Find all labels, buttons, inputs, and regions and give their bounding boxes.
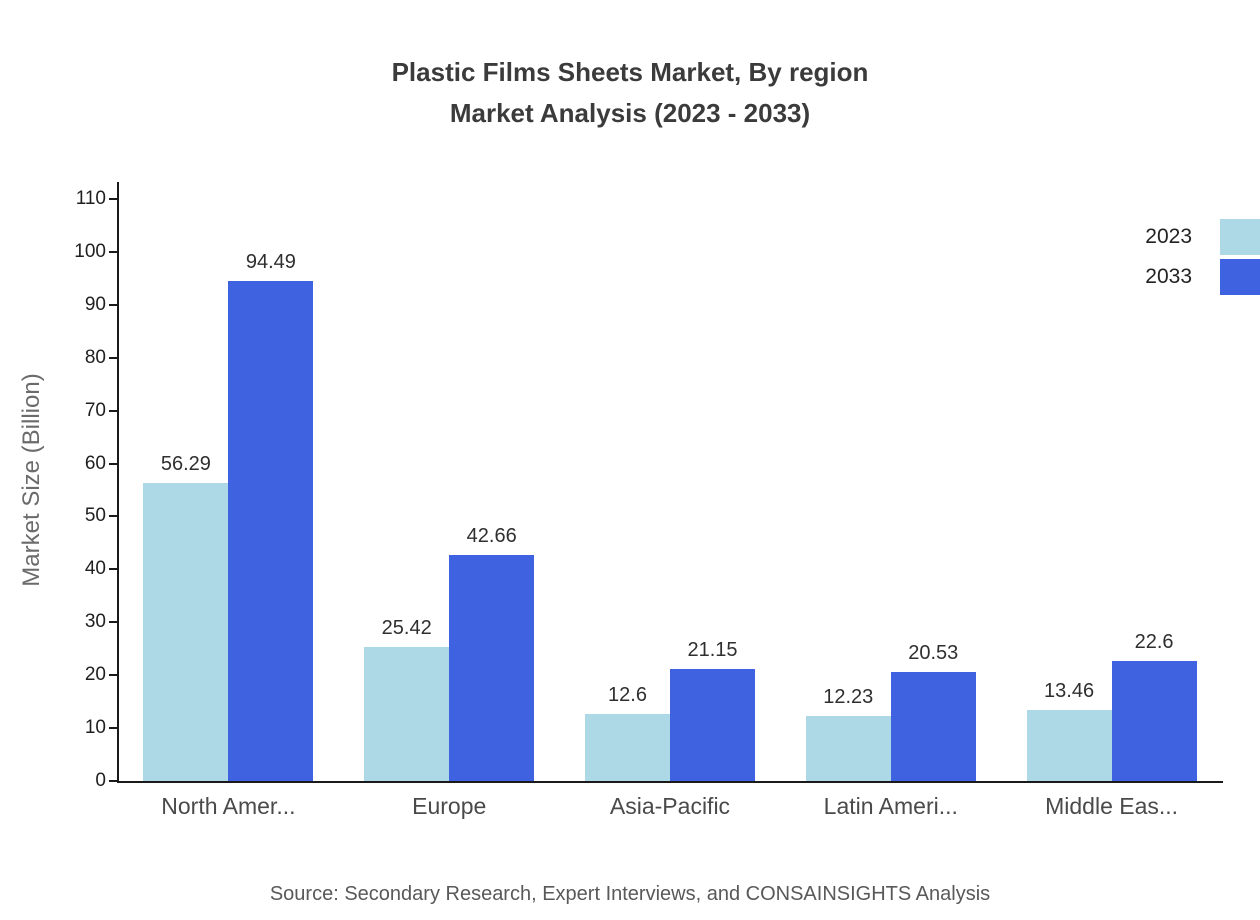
y-tick-label: 80 xyxy=(84,346,106,368)
y-tick-mark xyxy=(109,198,118,200)
x-axis-line xyxy=(117,781,1223,783)
bar-value-label: 13.46 xyxy=(1044,679,1095,702)
y-tick-label: 110 xyxy=(75,188,106,209)
bar-value-label: 56.29 xyxy=(160,453,211,476)
x-axis-label: Latin Ameri... xyxy=(823,793,958,819)
bar-value-label: 12.23 xyxy=(823,686,874,709)
y-tick-mark xyxy=(109,303,118,306)
y-tick-label: 0 xyxy=(95,770,106,791)
plot-area: 0 10 20 30 40 50 60 70 80 90 100 110 56.29 94.49 25.4… xyxy=(74,188,1222,791)
bar-group: 56.29 94.49 xyxy=(118,199,339,781)
source-note: Source: Secondary Research, Expert Inter… xyxy=(269,883,991,905)
y-tick-mark xyxy=(109,515,118,518)
legend-label: 2033 xyxy=(1145,265,1192,288)
bar-wrap-2033: 42.66 xyxy=(449,525,535,781)
y-tick-label: 30 xyxy=(84,611,106,633)
y-tick-mark xyxy=(109,621,118,624)
bar-value-label: 25.42 xyxy=(381,616,432,639)
bar-2023[interactable] xyxy=(805,716,891,781)
y-tick-label: 20 xyxy=(84,664,106,686)
bar-wrap-2033: 20.53 xyxy=(890,642,976,781)
y-tick-label: 50 xyxy=(84,505,106,527)
bar-wrap-2023: 12.6 xyxy=(584,684,670,781)
x-axis-label: North Amer... xyxy=(161,793,296,819)
bar-2033[interactable] xyxy=(890,672,976,781)
y-tick-mark xyxy=(109,727,118,730)
y-axis-line xyxy=(117,182,119,783)
bar-2023[interactable] xyxy=(143,483,229,781)
y-tick-label: 10 xyxy=(84,717,106,739)
bar-group: 13.46 22.6 xyxy=(1001,199,1222,781)
legend-label: 2023 xyxy=(1145,225,1192,248)
x-axis-labels: North Amer... Europe Asia-Pacific Latin Ame… xyxy=(118,793,1222,820)
x-axis-label: Europe xyxy=(412,793,487,819)
bar-2033[interactable] xyxy=(449,555,535,781)
bar-value-label: 20.53 xyxy=(908,642,959,665)
bar-2023[interactable] xyxy=(364,646,450,781)
legend-item-2033[interactable]: 2033 xyxy=(1145,258,1260,296)
bar-wrap-2023: 12.23 xyxy=(805,686,891,781)
y-tick-mark xyxy=(109,356,118,359)
bar-wrap-2033: 22.6 xyxy=(1111,631,1197,781)
bar-wrap-2023: 56.29 xyxy=(143,453,229,781)
bar-value-label: 42.66 xyxy=(466,525,517,548)
bar-wrap-2023: 25.42 xyxy=(364,616,450,781)
y-tick-label: 70 xyxy=(84,399,106,421)
bars-area: 56.29 94.49 25.42 42.66 12.6 21.15 12.23 20.53 1… xyxy=(118,199,1222,781)
legend-swatch xyxy=(1220,219,1260,255)
bar-wrap-2023: 13.46 xyxy=(1026,679,1112,781)
legend-item-2023[interactable]: 2023 xyxy=(1145,218,1260,256)
legend: 2023 2033 xyxy=(1145,218,1260,296)
bar-value-label: 22.6 xyxy=(1134,631,1174,654)
bar-value-label: 12.6 xyxy=(608,684,647,707)
y-tick-label: 100 xyxy=(74,240,106,262)
bar-2023[interactable] xyxy=(584,714,670,781)
chart-title-line2: Market Analysis (2023 - 2033) xyxy=(449,98,811,128)
bar-group: 12.23 20.53 xyxy=(780,199,1001,781)
y-tick-label: 60 xyxy=(84,452,106,474)
x-axis-label: Asia-Pacific xyxy=(609,793,731,819)
bar-value-label: 21.15 xyxy=(687,639,738,662)
legend-swatch xyxy=(1220,259,1260,295)
bar-value-label: 94.49 xyxy=(245,251,296,274)
y-tick-mark xyxy=(109,462,118,465)
bar-group: 25.42 42.66 xyxy=(339,199,560,781)
y-tick-mark xyxy=(109,568,118,571)
y-tick-mark xyxy=(109,250,118,253)
y-tick-mark xyxy=(109,780,118,782)
chart-title: Plastic Films Sheets Market, By region M… xyxy=(0,52,1260,134)
bar-wrap-2033: 21.15 xyxy=(669,639,755,781)
x-axis-label: Middle Eas... xyxy=(1045,793,1179,819)
chart-title-line1: Plastic Films Sheets Market, By region xyxy=(391,57,869,87)
y-tick-label: 40 xyxy=(84,558,106,580)
bar-2023[interactable] xyxy=(1026,709,1112,781)
y-tick-mark xyxy=(109,409,118,412)
bar-2033[interactable] xyxy=(1111,661,1197,781)
y-tick-label: 90 xyxy=(84,293,106,315)
y-tick-mark xyxy=(109,674,118,677)
bar-2033[interactable] xyxy=(669,669,755,781)
y-axis-title: Market Size (Billion) xyxy=(18,373,45,587)
bar-wrap-2033: 94.49 xyxy=(228,251,314,781)
bar-group: 12.6 21.15 xyxy=(560,199,781,781)
bar-2033[interactable] xyxy=(228,281,314,781)
